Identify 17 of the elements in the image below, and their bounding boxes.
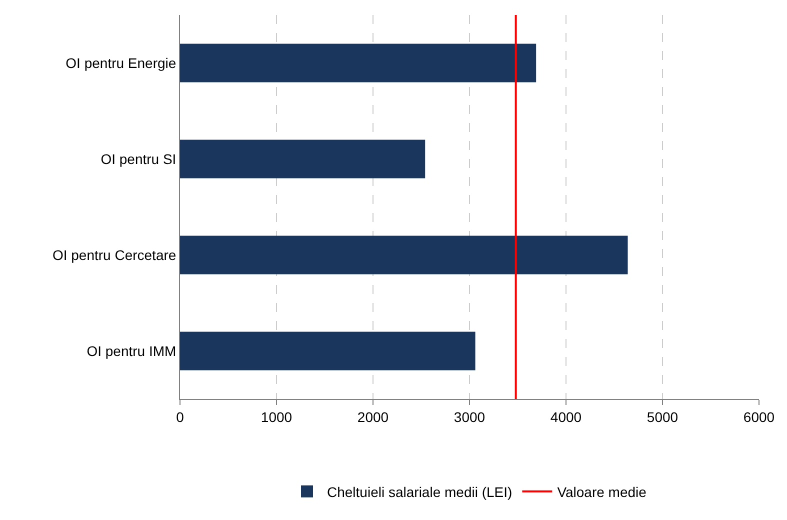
x-tick-label: 5000 (646, 408, 678, 425)
x-tick-label: 3000 (454, 408, 486, 425)
x-tick-label: 0 (176, 408, 184, 425)
y-tick-label: OI pentru Energie (66, 54, 176, 71)
x-tick-label: 2000 (357, 408, 389, 425)
bar (180, 332, 476, 370)
x-tick-label: 4000 (550, 408, 582, 425)
x-tick-label: 1000 (260, 408, 292, 425)
y-tick-label: OI pentru IMM (86, 342, 176, 359)
bar (180, 44, 536, 82)
legend-label: Cheltuieli salariale medii (LEI) (327, 484, 512, 500)
bar (180, 236, 628, 274)
y-tick-label: OI pentru Cercetare (52, 246, 176, 263)
legend-label: Valoare medie (557, 484, 647, 500)
x-tick-label: 6000 (743, 408, 775, 425)
bar (180, 140, 426, 178)
y-tick-label: OI pentru SI (100, 150, 176, 167)
